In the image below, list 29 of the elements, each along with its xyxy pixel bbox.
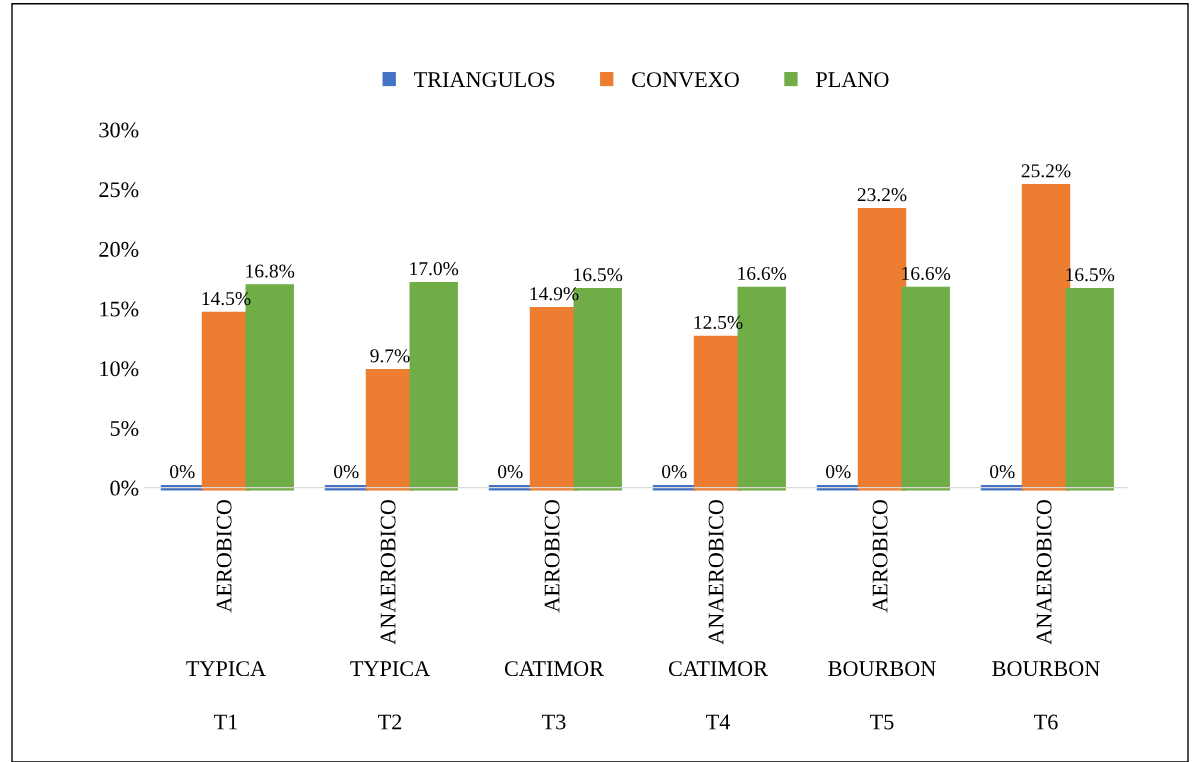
category-label: AEROBICO TYPICA T1 — [186, 500, 266, 730]
y-tick-label: 30% — [99, 122, 139, 138]
category-label: ANAEROBICO BOURBON T6 — [992, 500, 1100, 730]
data-label: 23.2% — [857, 188, 907, 202]
data-label: 25.2% — [1021, 164, 1071, 178]
y-tick-label: 10% — [100, 361, 139, 377]
y-tick-label: 15% — [100, 301, 139, 317]
data-label: 0% — [334, 465, 359, 479]
category-label: AEROBICO BOURBON T5 — [828, 500, 936, 730]
category-label: ANAEROBICO CATIMOR T4 — [668, 500, 768, 730]
data-label: 16.5% — [574, 268, 623, 282]
y-tick-label: 25% — [99, 182, 139, 198]
data-label: 0% — [826, 465, 851, 479]
y-tick-label: 20% — [99, 241, 139, 257]
data-label: 0% — [662, 465, 687, 479]
y-tick-label: 5% — [110, 420, 139, 436]
data-label: 16.8% — [246, 264, 295, 278]
data-label: 0% — [990, 465, 1015, 479]
category-label: ANAEROBICO TYPICA T2 — [350, 500, 430, 730]
data-label: 0% — [498, 465, 523, 479]
category-label: AEROBICO CATIMOR T3 — [504, 500, 604, 730]
data-label: 16.6% — [738, 266, 787, 281]
legend-label: CONVEXO — [632, 72, 739, 88]
legend-label: PLANO — [816, 72, 889, 88]
data-label: 17.0% — [410, 262, 459, 276]
data-label: 9.7% — [370, 349, 410, 363]
y-tick-label: 0% — [110, 480, 139, 496]
data-label: 0% — [170, 465, 195, 479]
legend-label: TRIANGULOS — [414, 72, 555, 88]
